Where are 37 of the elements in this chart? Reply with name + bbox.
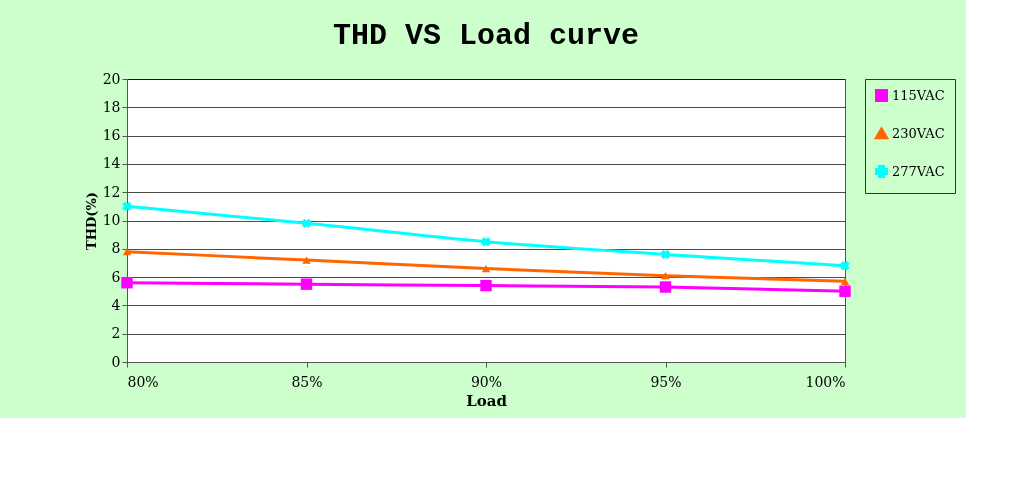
legend-label: 230VAC — [892, 125, 945, 141]
chart-title: THD VS Load curve — [332, 19, 640, 53]
legend-label: 115VAC — [892, 87, 945, 103]
point — [840, 277, 850, 285]
y-tick-label: 18 — [102, 98, 121, 115]
y-tick-label: 4 — [111, 296, 121, 313]
point — [122, 248, 132, 256]
y-tick-label: 14 — [102, 155, 121, 172]
y-tick-label: 20 — [102, 70, 121, 87]
point — [121, 277, 133, 289]
point — [661, 272, 670, 280]
point — [839, 285, 851, 297]
x-tick-label: 95% — [650, 373, 682, 390]
y-tick-label: 12 — [102, 183, 121, 200]
point — [660, 249, 671, 260]
y-tick-label: 0 — [111, 353, 121, 370]
x-axis-title: Load — [466, 391, 508, 410]
y-tick-label: 10 — [102, 212, 121, 228]
y-tick-label: 16 — [102, 127, 121, 144]
y-tick-label: 2 — [111, 325, 121, 342]
point — [301, 218, 312, 229]
y-tick-label: 6 — [111, 268, 121, 285]
x-tick-label: 90% — [470, 373, 503, 390]
point — [302, 256, 311, 264]
x-tick-label: 85% — [291, 373, 323, 390]
y-axis-title: THD(%) — [83, 192, 99, 250]
point — [481, 264, 491, 273]
point — [480, 279, 492, 292]
point — [122, 201, 132, 212]
point — [840, 261, 850, 271]
point — [481, 237, 491, 247]
y-tick-label: 8 — [111, 240, 121, 257]
x-tick-label: 80% — [127, 373, 159, 390]
point — [659, 281, 672, 293]
legend-label: 277VAC — [892, 163, 945, 179]
point — [300, 278, 313, 290]
x-tick-label: 100% — [805, 373, 846, 390]
